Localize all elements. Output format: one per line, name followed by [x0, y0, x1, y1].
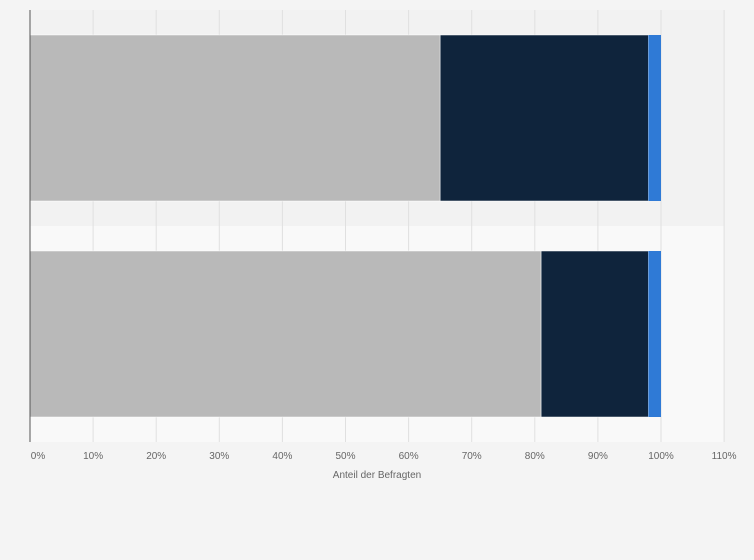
- bar-segment[interactable]: [540, 250, 649, 418]
- bar-segment[interactable]: [648, 251, 661, 417]
- bar-segment[interactable]: [29, 34, 441, 202]
- x-tick-label: 0%: [31, 451, 46, 462]
- x-tick-labels: 0% 10% 20% 30% 40% 50% 60% 70% 80% 90% 100% 110%: [31, 451, 737, 462]
- x-tick-label: 20%: [146, 451, 166, 462]
- x-tick-label: 10%: [83, 451, 103, 462]
- x-tick-label: 80%: [525, 451, 545, 462]
- x-tick-label: 90%: [588, 451, 608, 462]
- bar-segment[interactable]: [29, 250, 542, 418]
- bar-segment[interactable]: [439, 34, 649, 202]
- x-axis-title: Anteil der Befragten: [333, 470, 421, 481]
- x-tick-label: 50%: [335, 451, 355, 462]
- x-tick-label: 110%: [712, 451, 737, 462]
- x-tick-label: 40%: [272, 451, 292, 462]
- x-tick-label: 60%: [399, 451, 419, 462]
- x-tick-label: 30%: [209, 451, 229, 462]
- x-tick-label: 100%: [648, 451, 674, 462]
- bar-segment[interactable]: [648, 35, 661, 201]
- bars: [29, 34, 661, 418]
- x-tick-label: 70%: [462, 451, 482, 462]
